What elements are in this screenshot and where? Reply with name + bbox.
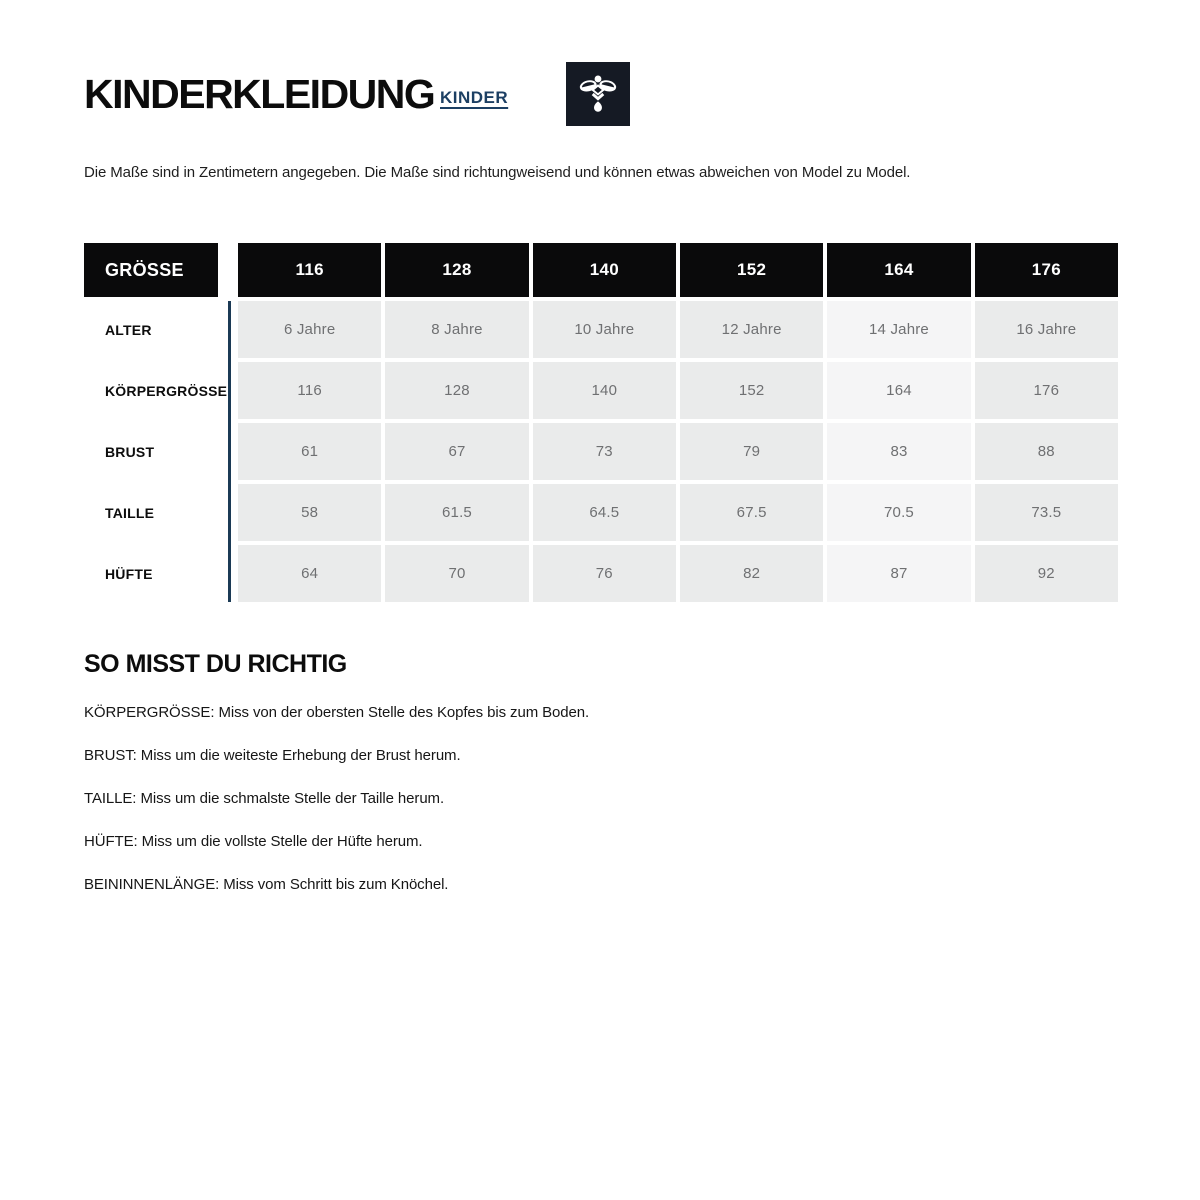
table-cell: 64 <box>238 545 382 602</box>
table-cell: 140 <box>532 362 676 419</box>
table-header-size: 164 <box>827 243 971 297</box>
page-header: KINDERKLEIDUNG KINDER <box>84 62 1118 126</box>
size-chart-table: GRÖSSE 116 128 140 152 164 176 ALTER 6 J… <box>84 243 1118 602</box>
table-cell: 83 <box>827 423 971 480</box>
table-cell: 73.5 <box>974 484 1118 541</box>
table-cell: 128 <box>385 362 529 419</box>
table-cell: 67.5 <box>679 484 824 541</box>
table-header-size: 128 <box>385 243 529 297</box>
table-header-size: 152 <box>679 243 824 297</box>
measuring-guide: SO MISST DU RICHTIG KÖRPERGRÖSSE: Miss v… <box>84 650 1118 893</box>
table-header-groesse: GRÖSSE <box>84 243 218 297</box>
row-label-huefte: HÜFTE <box>84 545 218 602</box>
table-cell: 61 <box>238 423 382 480</box>
table-header-size: 176 <box>974 243 1118 297</box>
table-divider-line <box>228 301 231 602</box>
table-cell: 152 <box>679 362 824 419</box>
table-cell: 79 <box>679 423 824 480</box>
row-label-alter: ALTER <box>84 301 218 358</box>
guide-item-koerpergroesse: KÖRPERGRÖSSE: Miss von der obersten Stel… <box>84 704 590 721</box>
kinder-category-link[interactable]: KINDER <box>440 88 509 107</box>
table-cell: 70 <box>385 545 529 602</box>
page-title: KINDERKLEIDUNG <box>84 71 436 117</box>
table-cell: 87 <box>827 545 971 602</box>
table-cell: 67 <box>385 423 529 480</box>
table-cell: 116 <box>238 362 382 419</box>
table-cell: 176 <box>974 362 1118 419</box>
table-cell: 64.5 <box>532 484 676 541</box>
table-cell: 164 <box>827 362 971 419</box>
table-cell: 92 <box>974 545 1118 602</box>
table-cell: 73 <box>532 423 676 480</box>
table-cell: 70.5 <box>827 484 971 541</box>
table-cell: 12 Jahre <box>679 301 824 358</box>
hummel-bee-icon <box>579 75 617 112</box>
table-cell: 8 Jahre <box>385 301 529 358</box>
row-label-taille: TAILLE <box>84 484 218 541</box>
table-cell: 10 Jahre <box>532 301 676 358</box>
row-label-koerpergroesse: KÖRPERGRÖSSE <box>84 362 227 419</box>
measuring-guide-title: SO MISST DU RICHTIG <box>84 650 347 678</box>
row-label-brust: BRUST <box>84 423 218 480</box>
guide-item-beininnenlaenge: BEININNENLÄNGE: Miss vom Schritt bis zum… <box>84 876 449 893</box>
table-cell: 88 <box>974 423 1118 480</box>
brand-logo <box>566 62 630 126</box>
guide-item-huefte: HÜFTE: Miss um die vollste Stelle der Hü… <box>84 833 423 850</box>
table-header-size: 140 <box>532 243 676 297</box>
table-cell: 61.5 <box>385 484 529 541</box>
table-cell: 16 Jahre <box>974 301 1118 358</box>
table-cell: 6 Jahre <box>238 301 382 358</box>
intro-text: Die Maße sind in Zentimetern angegeben. … <box>84 164 911 181</box>
table-cell: 14 Jahre <box>827 301 971 358</box>
table-header-size: 116 <box>238 243 382 297</box>
table-cell: 82 <box>679 545 824 602</box>
table-cell: 58 <box>238 484 382 541</box>
guide-item-taille: TAILLE: Miss um die schmalste Stelle der… <box>84 790 445 807</box>
table-cell: 76 <box>532 545 676 602</box>
guide-item-brust: BRUST: Miss um die weiteste Erhebung der… <box>84 747 461 764</box>
